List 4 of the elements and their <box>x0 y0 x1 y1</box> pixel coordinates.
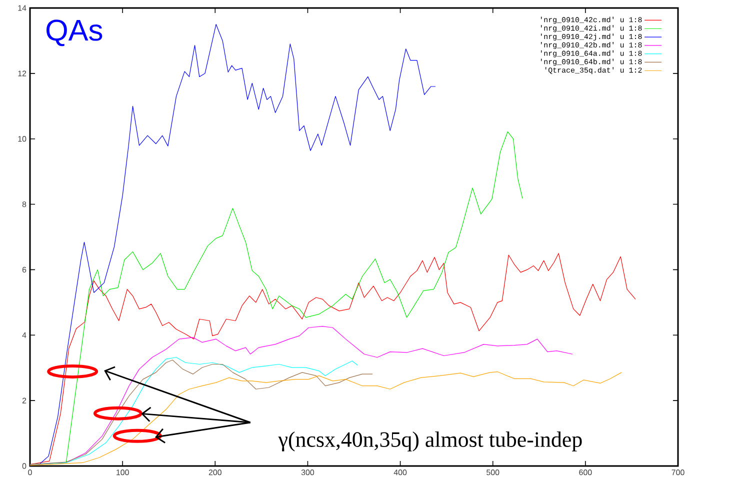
line-series <box>30 253 636 465</box>
annotation: γ(ncsx,40n,35q) almost tube-indep <box>278 432 582 452</box>
annotation: QAs <box>46 20 102 46</box>
line-series <box>30 371 622 466</box>
